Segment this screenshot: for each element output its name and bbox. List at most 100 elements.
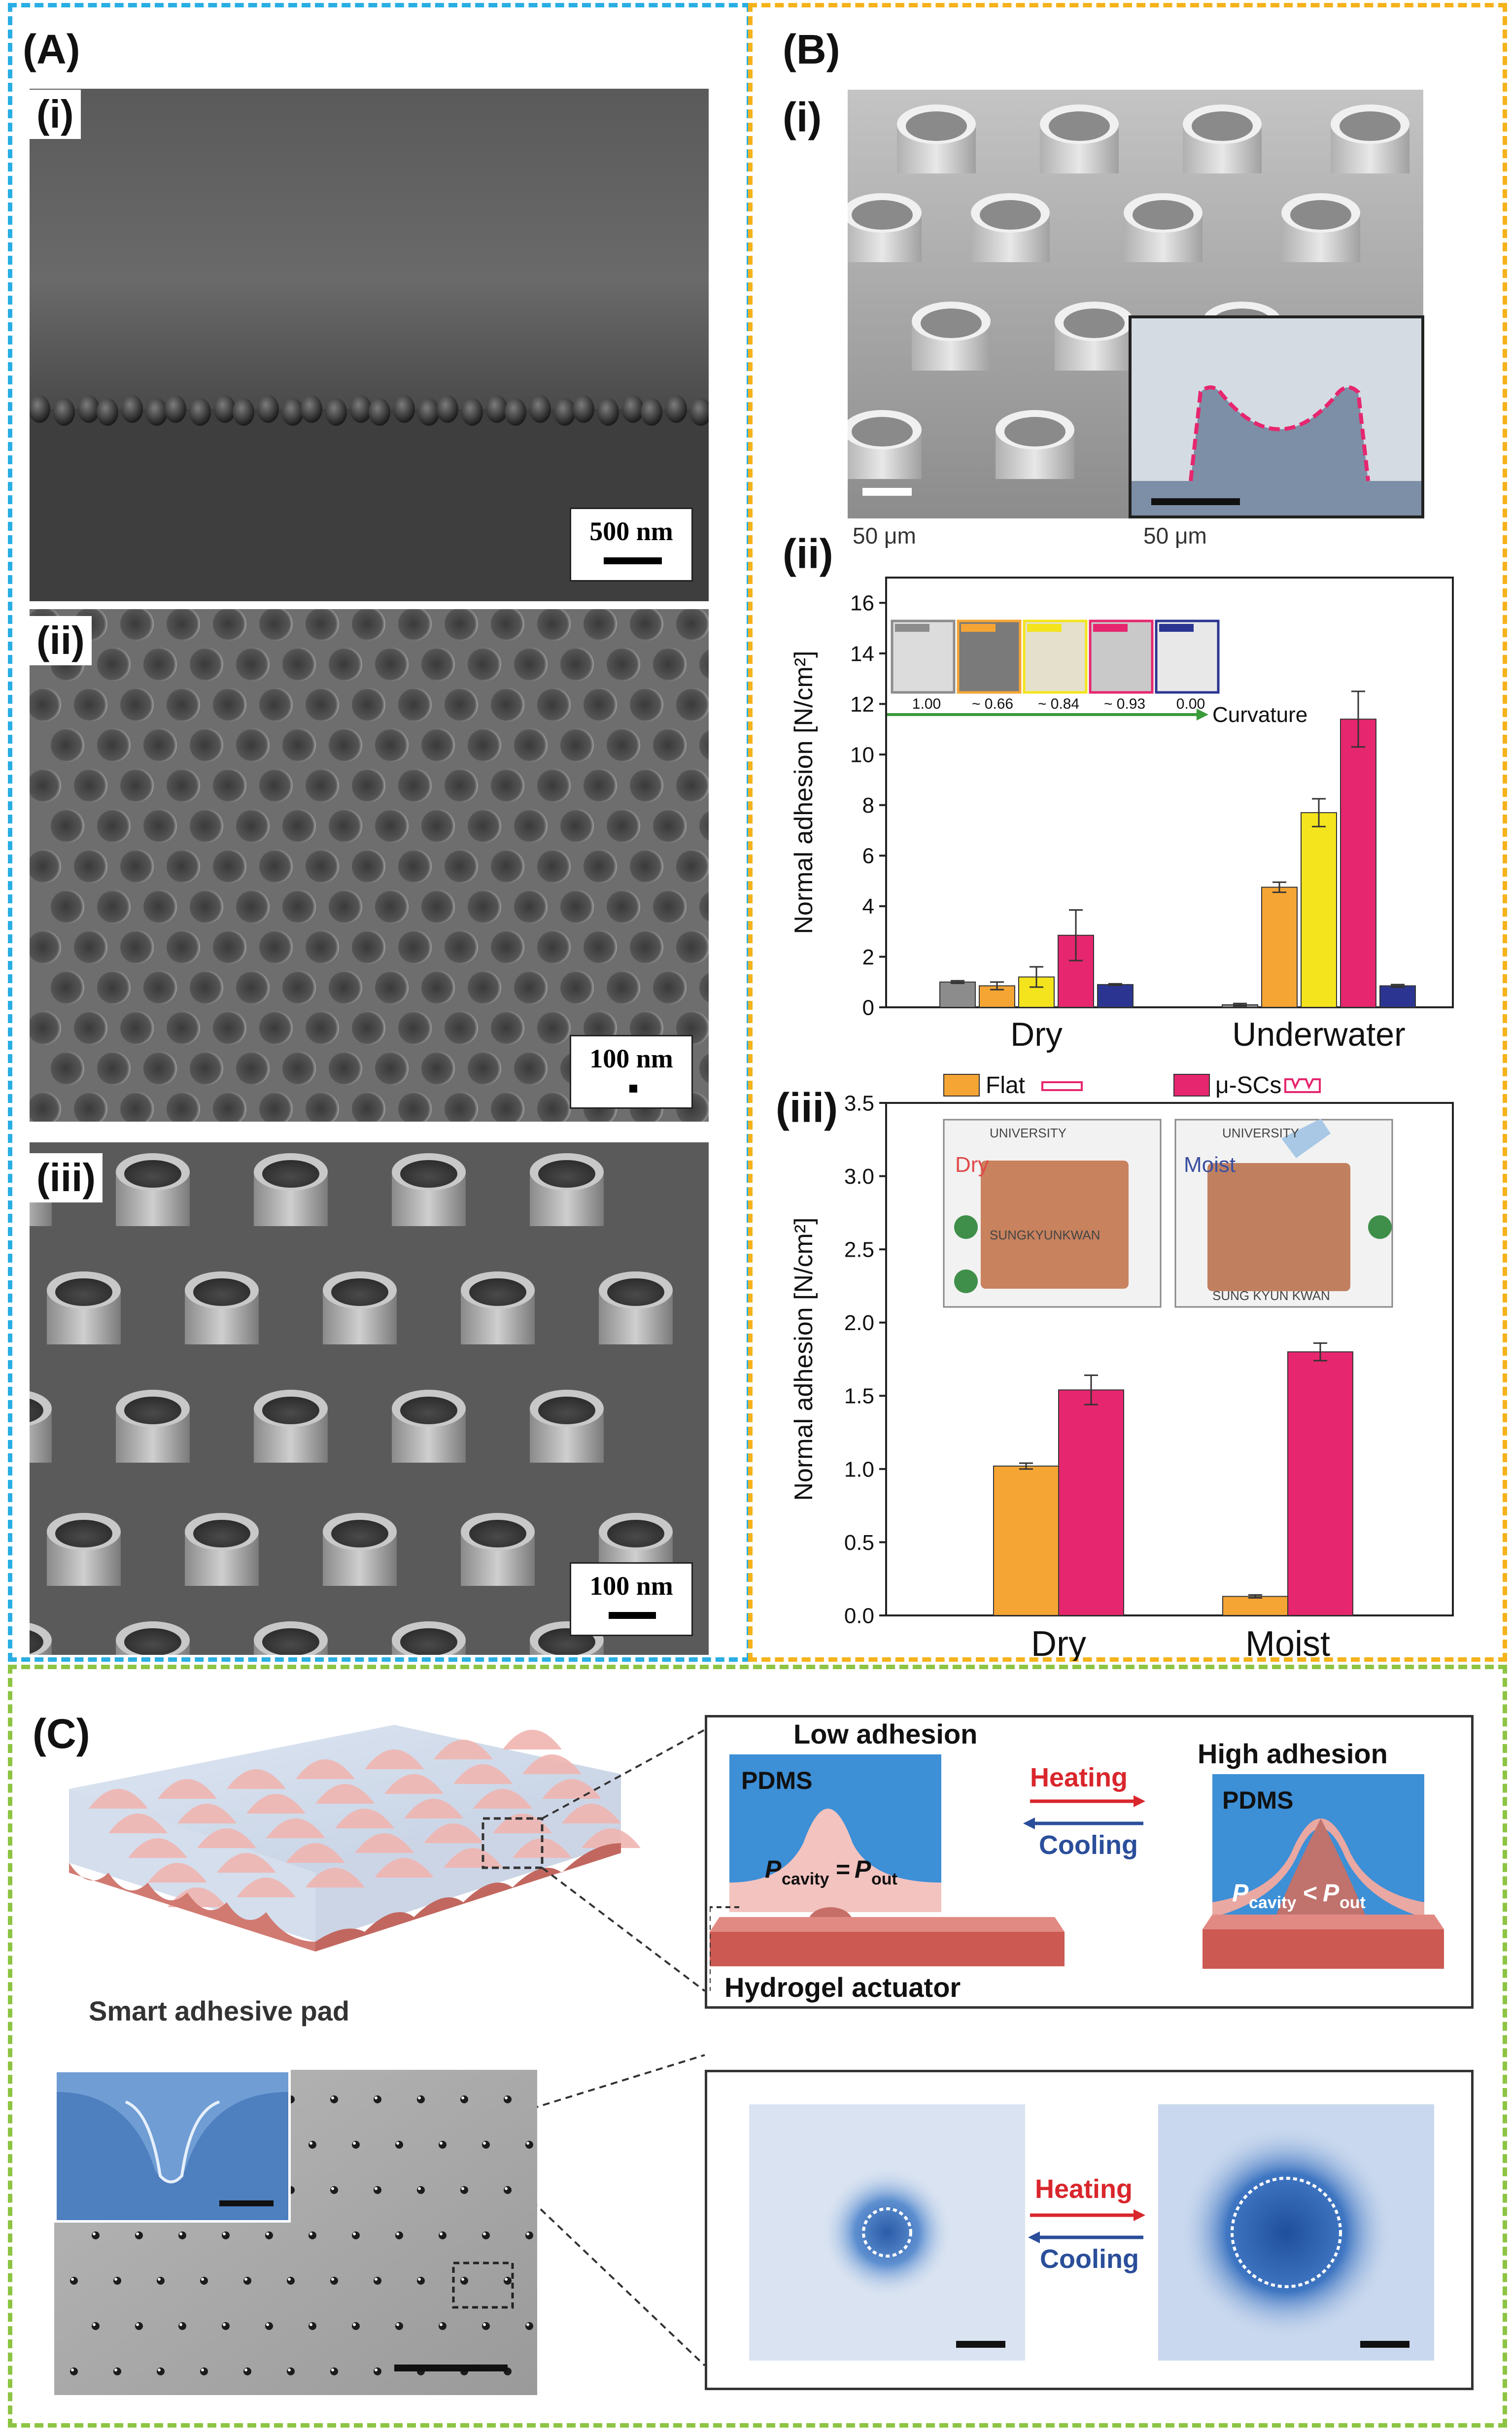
nanopore: [236, 648, 270, 681]
nanopore: [51, 728, 84, 762]
bar: [1097, 984, 1134, 1008]
lattice-pit-highlight: [266, 2323, 269, 2326]
scale-bar-a-ii: 100 nm: [570, 1035, 693, 1109]
nanopore: [398, 688, 432, 721]
lattice-pit: [178, 2322, 186, 2330]
lattice-pit-highlight: [396, 2232, 399, 2235]
nanocup-inner: [262, 1397, 319, 1424]
scale-line-a-i: [604, 557, 662, 564]
pdms-label-right: PDMS: [1222, 1786, 1293, 1814]
cooling-label-2: Cooling: [1040, 2244, 1139, 2274]
lattice-pit: [482, 2141, 490, 2149]
y-tick-label: 0.5: [844, 1531, 874, 1555]
microcup-inner: [921, 309, 982, 338]
nanopore: [213, 769, 246, 802]
nanopore: [630, 930, 663, 964]
nanoparticle-bead: [257, 395, 279, 423]
panel-c-label: (C): [33, 1711, 90, 1757]
lattice-pit: [265, 2322, 273, 2330]
scale-bar-a-i: 500 nm: [570, 508, 693, 582]
nanopore: [491, 1092, 524, 1122]
lattice-pit: [243, 2277, 251, 2285]
lattice-pit-highlight: [440, 2323, 443, 2326]
nanopore: [375, 890, 409, 924]
nanopore: [375, 648, 409, 681]
eq-right-sub2: out: [1340, 1893, 1366, 1912]
nanopore: [653, 890, 687, 924]
lattice-pit-highlight: [375, 2096, 378, 2099]
nanoparticle-bead: [597, 398, 619, 426]
heating-label-2: Heating: [1035, 2174, 1133, 2204]
y-tick-label: 2: [862, 945, 874, 969]
lattice-pit-highlight: [331, 2096, 334, 2099]
panel-a-label: (A): [23, 26, 80, 72]
microcup-inner: [980, 200, 1041, 230]
nanopore: [375, 1052, 409, 1085]
nanopore: [537, 930, 571, 964]
lattice-pit: [374, 2095, 381, 2103]
pad-cone: [444, 1848, 503, 1868]
nanopore: [584, 688, 617, 721]
optical-images-diagram: Heating Cooling: [749, 2104, 1434, 2361]
nanopore: [190, 890, 223, 924]
curvature-value: ~ 0.66: [972, 696, 1013, 712]
tissue-photo-moist: Moist UNIVERSITY SUNG KYUN KWAN: [1174, 1119, 1393, 1308]
photo-text-3: UNIVERSITY: [1222, 1126, 1299, 1140]
lattice-pit-highlight: [309, 2142, 312, 2145]
nanopore: [167, 930, 200, 964]
photo-text-1: UNIVERSITY: [990, 1126, 1066, 1140]
pad-cone: [335, 1809, 394, 1828]
nanopore: [120, 609, 154, 641]
nanopore: [143, 971, 177, 1004]
lattice-pit: [200, 2367, 208, 2375]
nanopore: [352, 850, 385, 883]
lattice-pit: [439, 2322, 447, 2330]
nanopore: [607, 728, 640, 762]
legend-icon-flat: [1041, 1081, 1083, 1091]
nanoparticle-bead: [282, 398, 304, 426]
pad-cone: [108, 1814, 168, 1833]
pad-cone: [286, 1843, 345, 1863]
scale-bar-a-iii: 100 nm: [570, 1562, 693, 1636]
chart-b-iii: Flat μ-SCs Dry UNIVERSITY SUNGKYUNKWAN Mo…: [790, 1072, 1454, 1661]
eq-right-p1: P: [1232, 1879, 1249, 1907]
nanopore: [74, 930, 107, 964]
nanopore: [352, 769, 385, 802]
nanoparticle-bead: [461, 398, 483, 426]
nanopore: [491, 850, 524, 883]
lattice-pit-highlight: [93, 2232, 96, 2235]
lattice-pit: [374, 2367, 381, 2375]
nanocup-inner: [55, 1520, 112, 1547]
eq-right-sub1: cavity: [1249, 1893, 1296, 1912]
nanopore: [329, 890, 362, 924]
bar: [1058, 1389, 1124, 1616]
nanopore: [213, 609, 246, 641]
legend-label-musc: μ-SCs: [1215, 1072, 1281, 1098]
curvature-value: 1.00: [912, 696, 941, 712]
nanocup-inner: [400, 1628, 457, 1655]
pad-cone: [148, 1863, 207, 1883]
nanopore: [167, 1011, 200, 1045]
lattice-pit: [70, 2367, 78, 2375]
nanopore: [213, 1011, 246, 1045]
nanopore: [445, 1011, 478, 1045]
nanoparticle-bead: [121, 395, 143, 423]
nanopore: [560, 648, 594, 681]
nanoparticle-bead: [486, 395, 508, 423]
y-tick-label: 14: [850, 642, 874, 666]
nanopore: [514, 809, 548, 843]
nanopore: [97, 1052, 131, 1085]
nanoparticle-bead: [325, 398, 347, 426]
nanopore: [120, 769, 154, 802]
adhesion-mechanism-diagram: PDMS P cavity = P out Heating Cooling PD…: [710, 1754, 1444, 1991]
nanopore: [607, 971, 640, 1004]
y-tick-label: 1.0: [844, 1457, 874, 1481]
lattice-pit: [113, 2367, 121, 2375]
nanopore: [445, 609, 478, 641]
microcup-inner: [1340, 111, 1401, 141]
photo-label-moist: Moist: [1184, 1153, 1236, 1177]
nanocup-inner: [538, 1160, 595, 1188]
pad-cone: [434, 1740, 493, 1759]
nanopore: [306, 1092, 339, 1122]
nanopore: [560, 809, 594, 843]
